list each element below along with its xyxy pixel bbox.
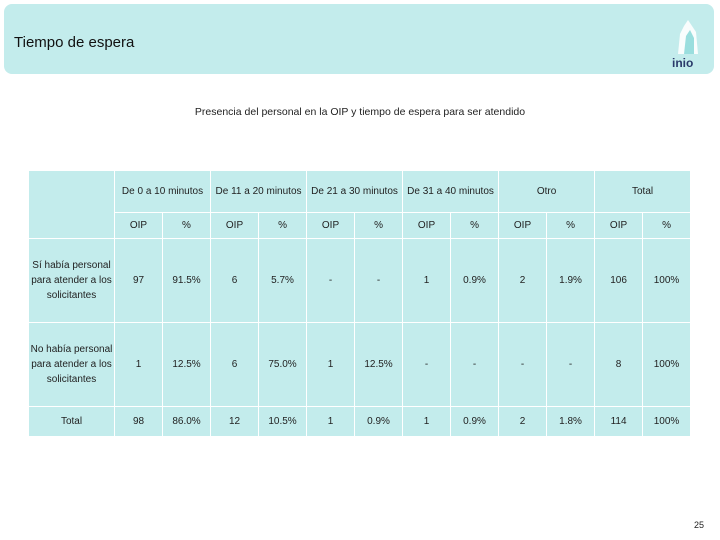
table-cell: 12 [210,406,260,437]
table-cell: 1 [306,406,356,437]
table-cell: 0.9% [450,406,500,437]
row-label: Sí había personal para atender a los sol… [28,238,115,323]
wait-time-table: De 0 a 10 minutos De 11 a 20 minutos De … [28,170,692,437]
page-number: 25 [694,520,705,530]
logo-text: inio [672,56,694,70]
table-cell: 75.0% [258,322,308,407]
sub-header: % [258,212,308,239]
group-header-row: De 0 a 10 minutos De 11 a 20 minutos De … [28,170,692,239]
row-label: No había personal para atender a los sol… [28,322,115,407]
table-cell: - [306,238,356,323]
sub-header: OIP [210,212,260,239]
sub-header: % [354,212,404,239]
table-cell: - [450,322,500,407]
logo-emblem-icon [678,20,698,54]
table-cell: 86.0% [161,406,212,437]
sub-header: % [642,212,692,239]
table-cell: 2 [498,238,548,323]
total-row: Total 98 86.0% 12 10.5% 1 0.9% 1 0.9% 2 … [28,406,692,437]
table-cell: 1 [306,322,356,407]
table-cell: 1 [114,322,163,407]
table-cell: 2 [498,406,548,437]
corner-cell [28,170,115,239]
table-cell: - [402,322,452,407]
row-label: Total [28,406,115,437]
table-cell: 1 [402,406,452,437]
sub-header: % [546,212,596,239]
table-cell: 100% [642,322,692,407]
table-cell: 100% [642,406,692,437]
header-banner: Tiempo de espera inio [4,4,714,74]
page-title: Tiempo de espera [14,34,135,51]
table-row: Sí había personal para atender a los sol… [28,238,692,323]
group-header: De 11 a 20 minutos [210,170,308,213]
sub-header: % [161,212,212,239]
group-header: Total [594,170,692,213]
table-cell: 1.8% [546,406,596,437]
inio-logo: inio [664,16,714,76]
table-cell: 10.5% [258,406,308,437]
table-cell: 114 [594,406,644,437]
table-cell: 12.5% [161,322,212,407]
table-cell: 12.5% [354,322,404,407]
table-row: No había personal para atender a los sol… [28,322,692,407]
table-cell: - [498,322,548,407]
sub-header: OIP [114,212,163,239]
sub-header: OIP [402,212,452,239]
table-cell: - [354,238,404,323]
group-header: De 31 a 40 minutos [402,170,500,213]
table-cell: 8 [594,322,644,407]
sub-header: OIP [498,212,548,239]
table-cell: 0.9% [450,238,500,323]
table-title: Presencia del personal en la OIP y tiemp… [194,106,526,118]
table-cell: 97 [114,238,163,323]
table-cell: 0.9% [354,406,404,437]
table-cell: 5.7% [258,238,308,323]
sub-header-row: OIP % OIP % OIP % OIP % OIP % OIP % [29,212,692,239]
table-cell: 100% [642,238,692,323]
group-header: Otro [498,170,596,213]
table-cell: 1.9% [546,238,596,323]
table-cell: 6 [210,322,260,407]
sub-header: OIP [306,212,356,239]
group-header: De 21 a 30 minutos [306,170,404,213]
table-cell: - [546,322,596,407]
table-cell: 1 [402,238,452,323]
sub-header: OIP [594,212,644,239]
table-cell: 91.5% [161,238,212,323]
group-header: De 0 a 10 minutos [113,170,212,213]
table-cell: 6 [210,238,260,323]
sub-header: % [450,212,500,239]
table-cell: 98 [114,406,163,437]
table-cell: 106 [594,238,644,323]
